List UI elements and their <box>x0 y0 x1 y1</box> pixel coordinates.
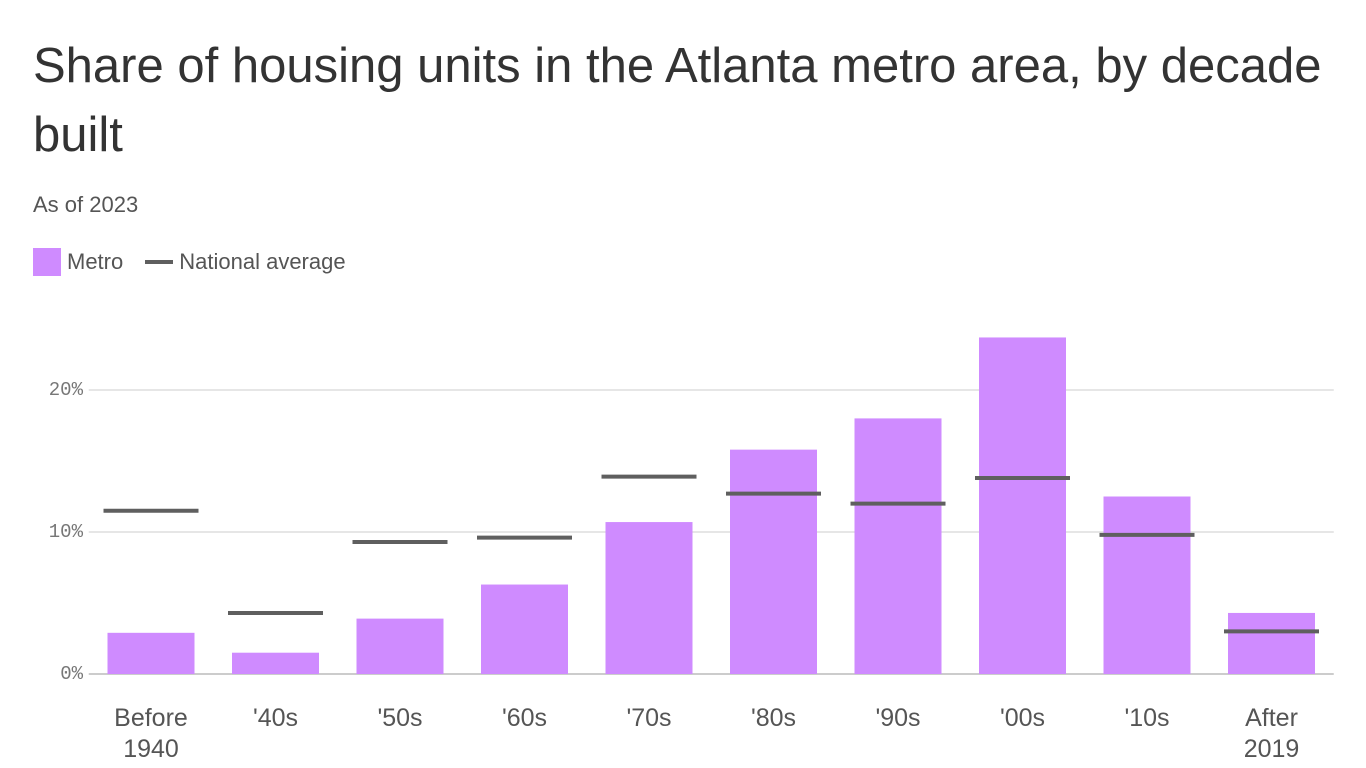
x-tick-label: '80s <box>750 704 797 732</box>
chart-subtitle: As of 2023 <box>33 192 139 217</box>
x-tick-label: After 2019 <box>1243 704 1300 763</box>
x-tick-label: '40s <box>252 704 299 732</box>
bar <box>1103 496 1191 674</box>
y-tick-label: 20% <box>49 379 84 401</box>
x-tick-label: '10s <box>1124 704 1170 732</box>
bar <box>854 418 942 674</box>
legend-label: National average <box>179 249 346 274</box>
bar <box>356 618 444 674</box>
x-tick-label: '70s <box>626 704 672 732</box>
x-tick-label: '60s <box>501 704 548 732</box>
bar <box>107 632 195 674</box>
bar <box>730 449 817 674</box>
bar <box>605 522 693 674</box>
y-tick-label: 10% <box>49 521 84 543</box>
bar <box>232 652 319 674</box>
bar <box>481 584 568 674</box>
chart-title: Share of housing units in the Atlanta me… <box>33 39 1322 162</box>
y-tick-label: 0% <box>60 663 83 685</box>
legend-swatch <box>145 260 174 264</box>
bar <box>979 337 1066 674</box>
x-tick-label: '90s <box>875 704 921 732</box>
x-tick-label: '50s <box>377 704 423 732</box>
legend: Metro National average <box>33 248 346 276</box>
legend-label: Metro <box>67 249 124 274</box>
legend-swatch <box>33 248 61 276</box>
bar <box>1228 612 1315 674</box>
x-tick-label: Before 1940 <box>114 704 188 763</box>
x-tick-label: '00s <box>999 704 1046 732</box>
